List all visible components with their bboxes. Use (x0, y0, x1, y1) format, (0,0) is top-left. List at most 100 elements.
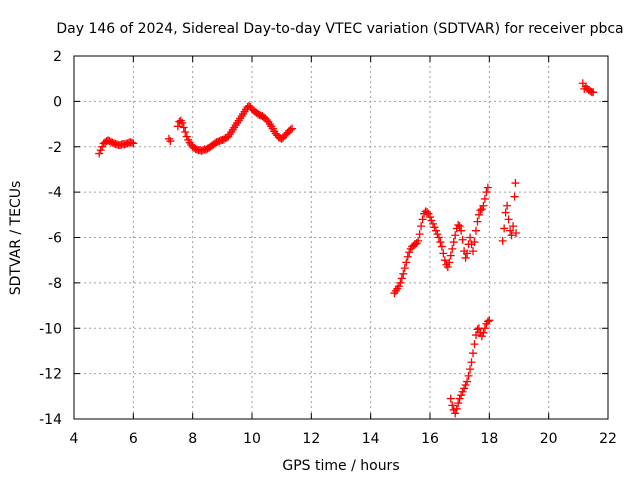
data-point (479, 201, 488, 210)
y-tick-label: -4 (48, 185, 62, 201)
series-segment-3 (173, 101, 297, 155)
data-point (423, 208, 432, 217)
data-point (500, 224, 509, 233)
data-points (95, 79, 598, 418)
data-point (471, 331, 480, 340)
data-point (482, 188, 491, 197)
data-point (476, 206, 485, 215)
data-point (431, 226, 440, 235)
series-segment-6 (446, 316, 494, 418)
data-point (479, 328, 488, 337)
data-point (179, 123, 188, 132)
y-tick-labels: 2 0 -2 -4 -6 -8 -10 -12 -14 (39, 49, 62, 428)
series-segment-4 (390, 183, 492, 298)
data-point (448, 244, 457, 253)
data-point (396, 278, 405, 287)
data-point (397, 274, 406, 283)
data-point (446, 394, 455, 403)
x-tick-label: 4 (70, 431, 79, 447)
x-tick-label: 22 (599, 431, 617, 447)
data-point (98, 142, 107, 151)
data-point (430, 223, 439, 232)
data-point (457, 391, 466, 400)
data-point (470, 340, 479, 349)
data-point (400, 264, 409, 273)
series-segment-7 (578, 79, 598, 97)
data-point (463, 249, 472, 258)
series-segment-5 (498, 179, 521, 245)
x-tick-label: 20 (540, 431, 558, 447)
data-point (470, 238, 479, 247)
data-point (424, 209, 433, 218)
data-point (452, 404, 461, 413)
data-point (434, 233, 443, 242)
data-point (402, 258, 411, 267)
data-point (483, 317, 492, 326)
data-point (449, 238, 458, 247)
x-tick-label: 10 (243, 431, 261, 447)
data-point (448, 401, 457, 410)
data-point (129, 139, 138, 148)
data-point (471, 226, 480, 235)
data-point (182, 132, 191, 141)
data-point (485, 316, 494, 325)
x-tick-label: 6 (129, 431, 138, 447)
data-point (455, 222, 464, 231)
data-point (503, 201, 512, 210)
grid-lines (74, 56, 608, 419)
data-point (414, 236, 423, 245)
data-point (405, 248, 414, 257)
data-point (96, 146, 105, 155)
data-point (461, 380, 470, 389)
data-point (498, 236, 507, 245)
y-tick-label: -14 (39, 412, 62, 428)
data-point (480, 324, 489, 333)
data-point (433, 230, 442, 239)
data-point (464, 371, 473, 380)
data-point (95, 149, 104, 158)
data-point (418, 215, 427, 224)
data-point (473, 217, 482, 226)
data-point (451, 409, 460, 418)
data-point (466, 233, 475, 242)
x-axis-label: GPS time / hours (282, 458, 399, 474)
data-point (399, 269, 408, 278)
data-point (426, 213, 434, 222)
data-point (436, 238, 445, 247)
data-point (451, 231, 460, 240)
data-point (511, 179, 520, 188)
data-point (394, 282, 403, 291)
data-point (457, 226, 466, 235)
data-point (458, 387, 467, 396)
data-point (427, 216, 436, 225)
data-point (466, 365, 475, 374)
y-tick-label: -6 (48, 231, 62, 247)
x-tick-label: 12 (302, 431, 320, 447)
y-tick-label: -8 (48, 276, 62, 292)
data-point (477, 205, 486, 214)
data-point (454, 221, 463, 230)
data-point (469, 349, 478, 358)
data-point (403, 252, 412, 261)
data-point (166, 137, 175, 146)
data-point (480, 194, 489, 203)
x-tick-labels: 4 6 8 10 12 14 16 18 20 22 (70, 431, 617, 447)
data-point (507, 231, 516, 240)
x-tick-label: 16 (421, 431, 439, 447)
data-point (440, 256, 449, 265)
data-point (428, 219, 437, 228)
y-tick-label: -2 (48, 140, 62, 156)
series-segment-2 (164, 134, 175, 146)
y-tick-label: 2 (53, 49, 62, 65)
data-point (463, 377, 472, 386)
data-point (443, 262, 452, 271)
x-tick-label: 8 (188, 431, 197, 447)
data-point (589, 88, 598, 97)
data-point (437, 242, 446, 251)
y-axis-label: SDTVAR / TECUs (8, 181, 24, 296)
x-tick-label: 18 (480, 431, 498, 447)
axis-ticks (73, 55, 609, 420)
data-point (510, 192, 519, 201)
data-point (288, 124, 297, 133)
